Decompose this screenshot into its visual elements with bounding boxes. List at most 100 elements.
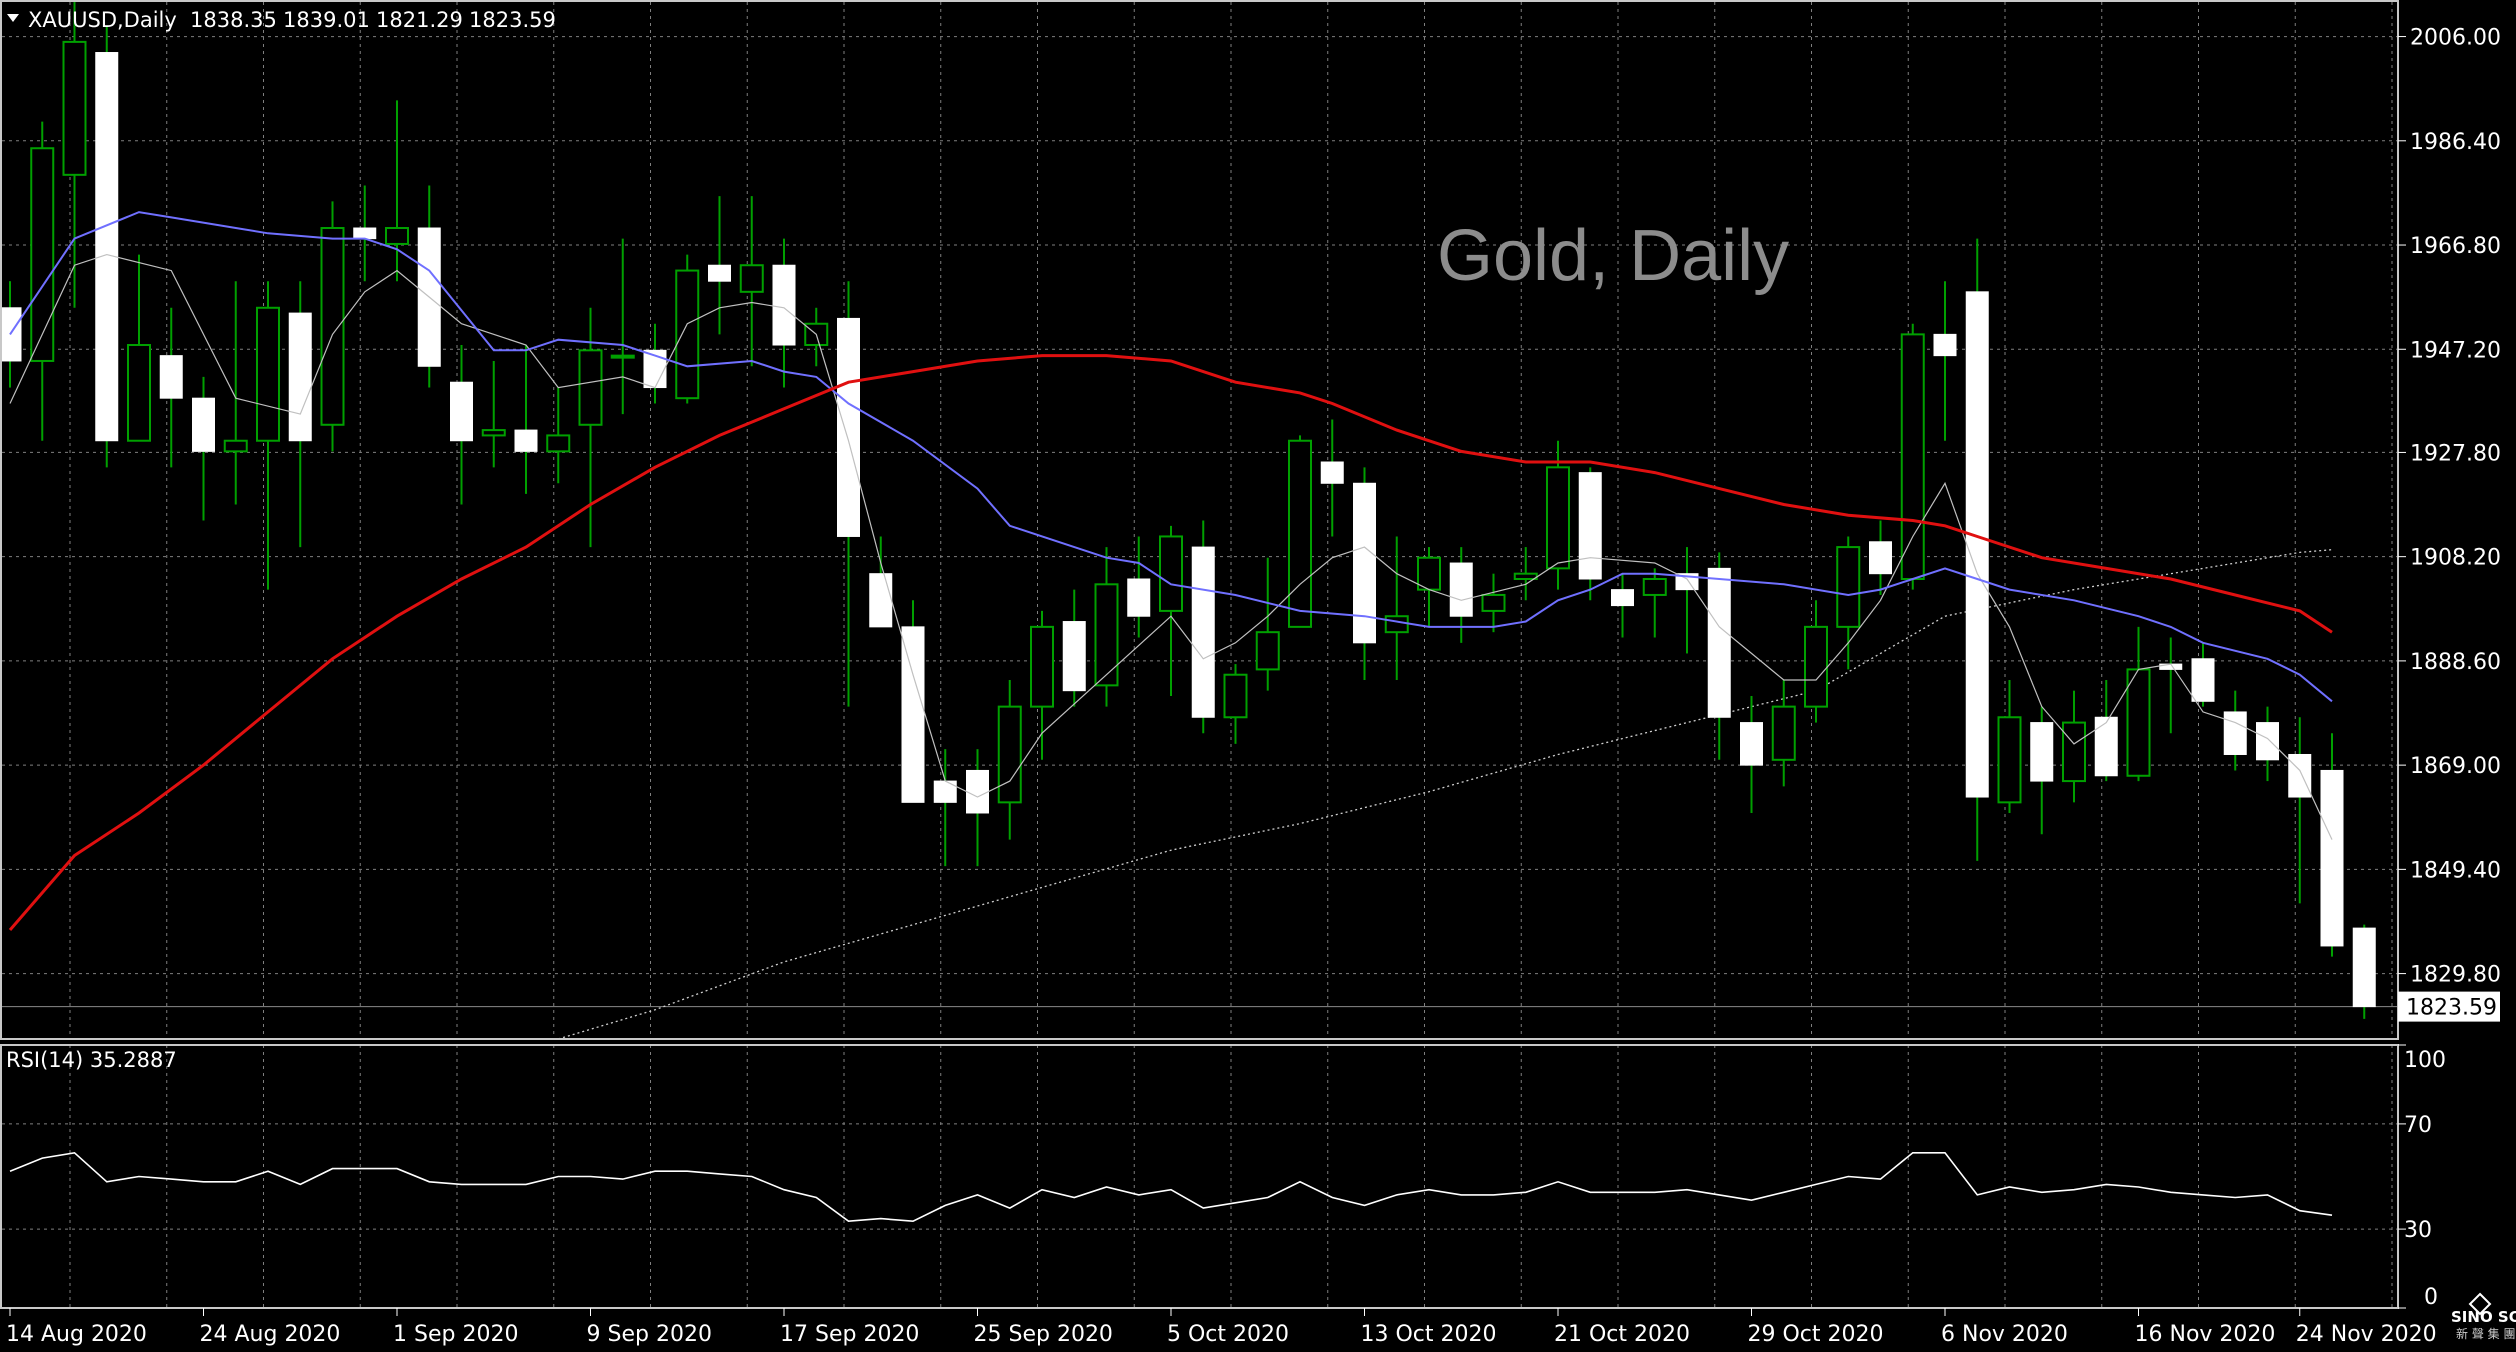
candle-body-down: [1578, 472, 1602, 580]
candle-body-up: [1513, 572, 1538, 580]
candle: [2030, 706, 2054, 835]
candle-body-down: [1127, 578, 1151, 617]
candle-body-down: [901, 626, 925, 803]
candle: [610, 238, 635, 415]
candle: [2352, 924, 2376, 1019]
candle-body-up: [320, 227, 345, 426]
candle-body-up: [739, 264, 764, 293]
candle-body-down: [288, 312, 312, 442]
svg-text:XAUUSD,Daily 1838.35: XAUUSD,Daily 1838.35 1839.01 1821.29 182…: [28, 8, 556, 32]
candle: [1127, 536, 1151, 638]
candle: [62, 0, 87, 308]
price-axis[interactable]: 2006.00 1986.40 1966.80 1947.20 1927.80 1908.…: [2398, 26, 2501, 988]
ma-fast-line: [9, 253, 2333, 840]
candle-body-up: [2062, 721, 2086, 783]
time-tick-label: 5 Oct 2020: [1167, 1322, 1289, 1347]
rsi-frame: [0, 1044, 2399, 1309]
candle-body-down: [2094, 716, 2118, 777]
candle: [708, 196, 731, 335]
price-tick-label: 2006.00: [2410, 26, 2501, 51]
time-tick-label: 17 Sep 2020: [780, 1322, 919, 1347]
candle-body-down: [966, 769, 989, 814]
candle-body-down: [2256, 722, 2279, 761]
candle-body-up: [578, 349, 603, 426]
candle-body-down: [1320, 461, 1344, 484]
candle-body-up: [62, 40, 87, 176]
open-value: 1838.35: [190, 8, 277, 32]
candle-body-up: [675, 269, 700, 400]
candle: [1223, 664, 1248, 744]
time-tick-label: 29 Oct 2020: [1748, 1322, 1884, 1347]
candle-body-down: [1965, 291, 1989, 798]
chart-header: XAUUSD,Daily 1838.35 1839.01 1821.29 182…: [7, 8, 556, 32]
candle-body-down: [1062, 621, 1086, 692]
candle-body-up: [385, 227, 409, 245]
candle-body-down: [1611, 589, 1634, 607]
time-tick-label: 13 Oct 2020: [1361, 1322, 1497, 1347]
time-tick-label: 21 Oct 2020: [1554, 1322, 1690, 1347]
candle: [1933, 281, 1957, 441]
rsi-tick-label: 100: [2404, 1048, 2446, 1073]
candle: [901, 600, 925, 803]
candle: [192, 376, 215, 521]
candle-body-up: [1804, 625, 1828, 708]
moving-averages: [8, 211, 2333, 931]
symbol-label: XAUUSD,Daily: [28, 8, 177, 32]
ma-slow-line: [8, 354, 2333, 931]
candle-body-down: [1191, 546, 1215, 718]
candle: [1771, 680, 1796, 787]
candle: [223, 281, 248, 505]
candle-body-up: [1771, 705, 1796, 761]
candle-body-down: [1449, 562, 1473, 617]
candle: [933, 749, 957, 867]
candle-body-down: [1869, 541, 1892, 575]
candle: [127, 254, 151, 442]
grid: [2, 2, 2398, 1308]
candle-body-down: [869, 573, 893, 628]
time-tick-label: 14 Aug 2020: [6, 1322, 147, 1347]
candle: [1546, 440, 1570, 590]
price-tick-label: 1986.40: [2410, 130, 2501, 155]
candle-body-down: [2030, 722, 2054, 782]
candle: [1804, 600, 1828, 723]
candle-body-up: [1288, 439, 1312, 628]
price-tick-label: 1966.80: [2410, 234, 2501, 259]
candle: [481, 360, 506, 468]
candle: [385, 100, 409, 282]
candle-body-up: [1159, 535, 1183, 612]
candle-body-down: [772, 264, 796, 346]
candle: [837, 281, 860, 707]
time-tick-label: 9 Sep 2020: [587, 1322, 712, 1347]
candle-body-up: [1481, 593, 1506, 612]
menu-triangle-icon[interactable]: [7, 14, 19, 22]
chart-watermark: Gold, Daily: [1437, 216, 1789, 296]
candle: [997, 680, 1022, 840]
candle: [1255, 557, 1280, 691]
candle: [1611, 573, 1634, 638]
candle-body-down: [1353, 482, 1376, 644]
ma-mid-line: [9, 211, 2333, 703]
candle-body-up: [546, 434, 571, 453]
close-value: 1823.59: [469, 8, 556, 32]
candle: [159, 307, 183, 468]
low-value: 1821.29: [376, 8, 463, 32]
candle-body-down: [1707, 567, 1731, 718]
candle-body-down: [2223, 711, 2247, 755]
candle-body-down: [837, 317, 860, 537]
price-tick-label: 1908.20: [2410, 546, 2501, 571]
ma-long-line: [558, 549, 2333, 1040]
time-tick-label: 16 Nov 2020: [2135, 1322, 2276, 1347]
candle-body-up: [1546, 466, 1570, 570]
candle: [578, 307, 603, 548]
candle: [1353, 467, 1376, 681]
candle-body-down: [353, 227, 377, 240]
candle: [739, 196, 764, 367]
candle: [1869, 520, 1892, 595]
candle-body-down: [514, 429, 538, 452]
candle: [1094, 547, 1119, 707]
candle-body-up: [256, 306, 280, 442]
time-axis[interactable]: 14 Aug 2020 24 Aug 2020 1 Sep 2020 9 Sep 20…: [6, 1308, 2437, 1347]
price-tick-label: 1947.20: [2410, 338, 2501, 363]
price-tick-label: 1927.80: [2410, 441, 2501, 466]
